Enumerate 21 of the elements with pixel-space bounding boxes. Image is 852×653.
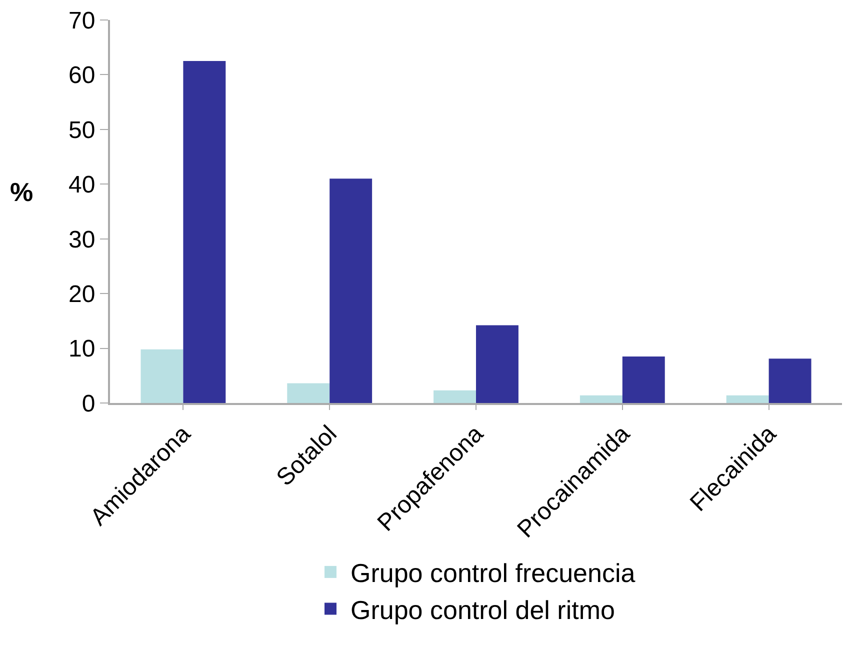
- bar: [330, 178, 372, 403]
- bar: [726, 395, 769, 403]
- y-tick-label: 0: [82, 390, 96, 418]
- bar: [434, 390, 476, 403]
- bar: [580, 395, 622, 403]
- y-tick-label: 50: [68, 116, 96, 144]
- legend-label: Grupo control frecuencia: [350, 558, 636, 588]
- y-tick-label: 20: [68, 280, 96, 308]
- y-tick-label: 30: [68, 226, 96, 254]
- bar: [622, 356, 665, 403]
- y-tick-label: 70: [68, 7, 96, 34]
- legend-label: Grupo control del ritmo: [350, 594, 615, 625]
- y-tick-label: 10: [68, 336, 96, 363]
- y-tick-label: 40: [68, 172, 96, 199]
- y-tick-label: 60: [68, 62, 96, 90]
- bar: [140, 349, 184, 403]
- bar: [476, 325, 518, 403]
- bar: [287, 383, 330, 403]
- y-axis-title: %: [10, 177, 34, 207]
- bar: [768, 358, 812, 403]
- bar: [183, 61, 226, 403]
